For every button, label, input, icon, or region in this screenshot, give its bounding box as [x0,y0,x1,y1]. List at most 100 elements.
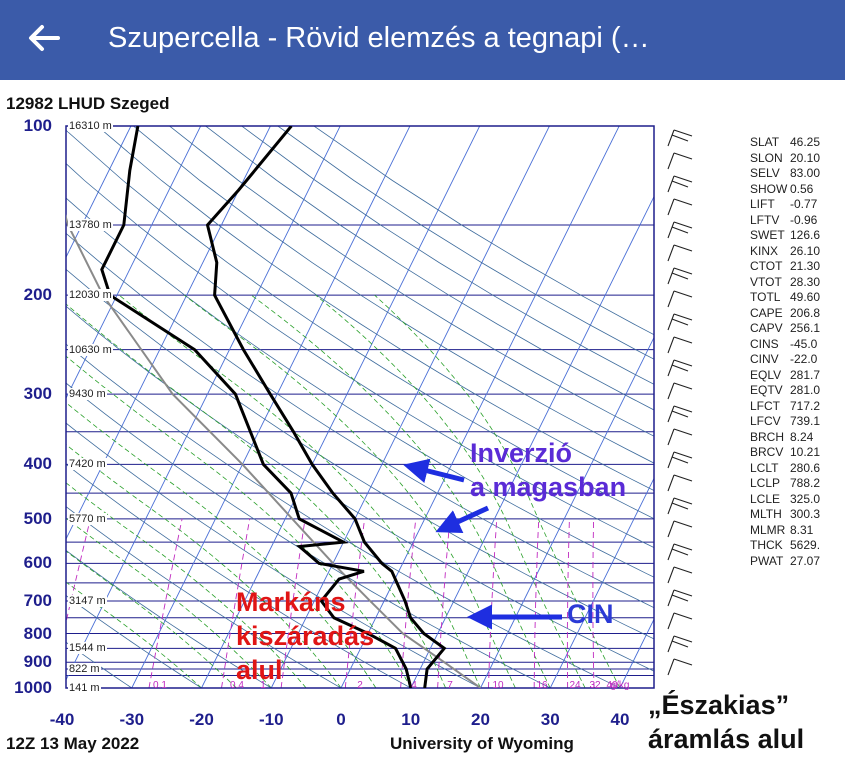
wind-barb-flag [673,543,693,551]
dry-adiabat-line [66,305,654,672]
height-label: 10630 m [68,343,113,356]
wind-barb [667,589,675,607]
wind-barb-flag [673,405,693,413]
index-key: LCLE [750,491,781,506]
index-key: CTOT [750,259,783,273]
back-button[interactable] [22,16,66,60]
wind-barb-flag [673,497,693,505]
sounding-date: 12Z 13 May 2022 [6,734,140,753]
temperature-tick-label: -30 [119,710,145,729]
index-value: 20.10 [790,150,821,165]
moist-adiabat-line [66,303,446,688]
mixing-ratio-line [148,518,183,688]
index-key: PWAT [750,553,784,568]
wind-barb [667,497,675,515]
index-row: CINV -22.0 [750,353,817,365]
temperature-tick-label: 40 [610,710,630,729]
index-row: LCLT 280.6 [750,462,820,474]
inversion-arrow [403,458,465,483]
height-label: 1544 m [68,642,107,655]
dry-adiabat-line [277,126,654,360]
index-row: CTOT 21.30 [750,260,820,272]
mixing-ratio-line [344,518,366,688]
wind-barb [667,428,675,446]
index-value: 8.31 [790,522,814,537]
wind-barb [667,382,675,400]
mixing-ratio-tick-label: 0.1 [153,680,167,691]
index-key: LFCV [750,414,781,428]
wind-barb-flag [673,635,693,643]
index-row: SHOW 0.56 [750,183,813,195]
temperature-tick-label: -10 [258,710,284,729]
index-key: CAPV [750,321,783,335]
pressure-tick-label: 600 [23,553,52,573]
index-value: 26.10 [790,243,821,258]
dry-line1: Markáns [236,587,346,617]
pressure-tick-label: 500 [23,508,52,528]
moist-adiabat-line [251,294,551,688]
isotherm-line [270,126,550,688]
wind-barb-flag [671,318,689,326]
dry-adiabat-line [66,422,481,688]
parcel-profile-line [66,214,482,688]
wind-barb [667,267,675,285]
wind-barb-flag [673,658,693,666]
isotherm-line [66,126,271,541]
index-value: 206.8 [790,305,821,320]
mixing-ratio-line [280,518,306,688]
isotherm-line [410,195,654,688]
index-row: LFTV -0.96 [750,214,817,226]
dry-adiabat-line [66,268,654,640]
dry-adiabat-line [66,232,654,609]
index-key: LIFT [750,197,775,211]
wind-barb-flag [673,474,693,482]
wind-barb-flag [673,175,693,183]
moist-adiabat-line [374,294,621,688]
isotherm-line [201,126,481,688]
index-key: CINV [750,352,779,366]
wind-barb-flag [673,589,693,597]
wind-barb-flag [673,244,693,252]
mixing-ratio-tick-label: 10 [492,680,504,691]
pressure-tick-label: 200 [23,285,52,305]
wind-barb [667,336,675,354]
index-row: SWET 126.6 [750,229,820,241]
mixing-ratio-tick-label: 1 [260,680,266,691]
index-value: 0.56 [790,181,814,196]
temperature-tick-label: -40 [49,710,75,729]
pressure-tick-label: 300 [23,384,52,404]
dry-adiabat-line [66,595,202,688]
wind-barb-flag [671,548,689,556]
dry-adiabat-line [241,126,654,385]
wind-barb [667,635,675,653]
pressure-tick-label: 900 [23,652,52,672]
mixing-ratio-tick-label: 7 [447,680,453,691]
height-label: 822 m [68,662,101,675]
temperature-tick-label: 30 [540,710,560,729]
temperature-tick-label: 0 [336,710,346,729]
app-bar: Szupercella - Rövid elemzés a tegnapi (… [0,0,845,80]
moist-adiabat-line [184,294,516,688]
index-row: VTOT 28.30 [750,276,820,288]
height-label: 12030 m [68,289,113,302]
index-row: CAPE 206.8 [750,307,820,319]
index-row: CINS -45.0 [750,338,817,350]
wind-barb [667,359,675,377]
index-row: SLAT 46.25 [750,136,820,148]
mixing-ratio-tick-label: 40 [606,680,618,691]
mixing-ratio-tick-label: 0.4 [230,680,244,691]
index-value: 8.24 [790,429,814,444]
temperature-tick-label: -20 [189,710,214,729]
index-row: LCLE 325.0 [750,493,820,505]
index-row: SLON 20.10 [750,152,820,164]
index-value: -22.0 [790,352,818,366]
height-label: 7420 m [68,458,107,471]
wind-barb-flag [671,640,689,648]
dry-line3: alul [236,655,283,685]
isotherm-line [549,477,654,688]
index-row: EQLV 281.7 [750,369,820,381]
index-value: -0.77 [790,197,818,211]
wind-barb-flag [673,267,693,275]
wind-barb-flag [671,410,689,418]
inversion-line1: Inverzió [470,438,573,468]
